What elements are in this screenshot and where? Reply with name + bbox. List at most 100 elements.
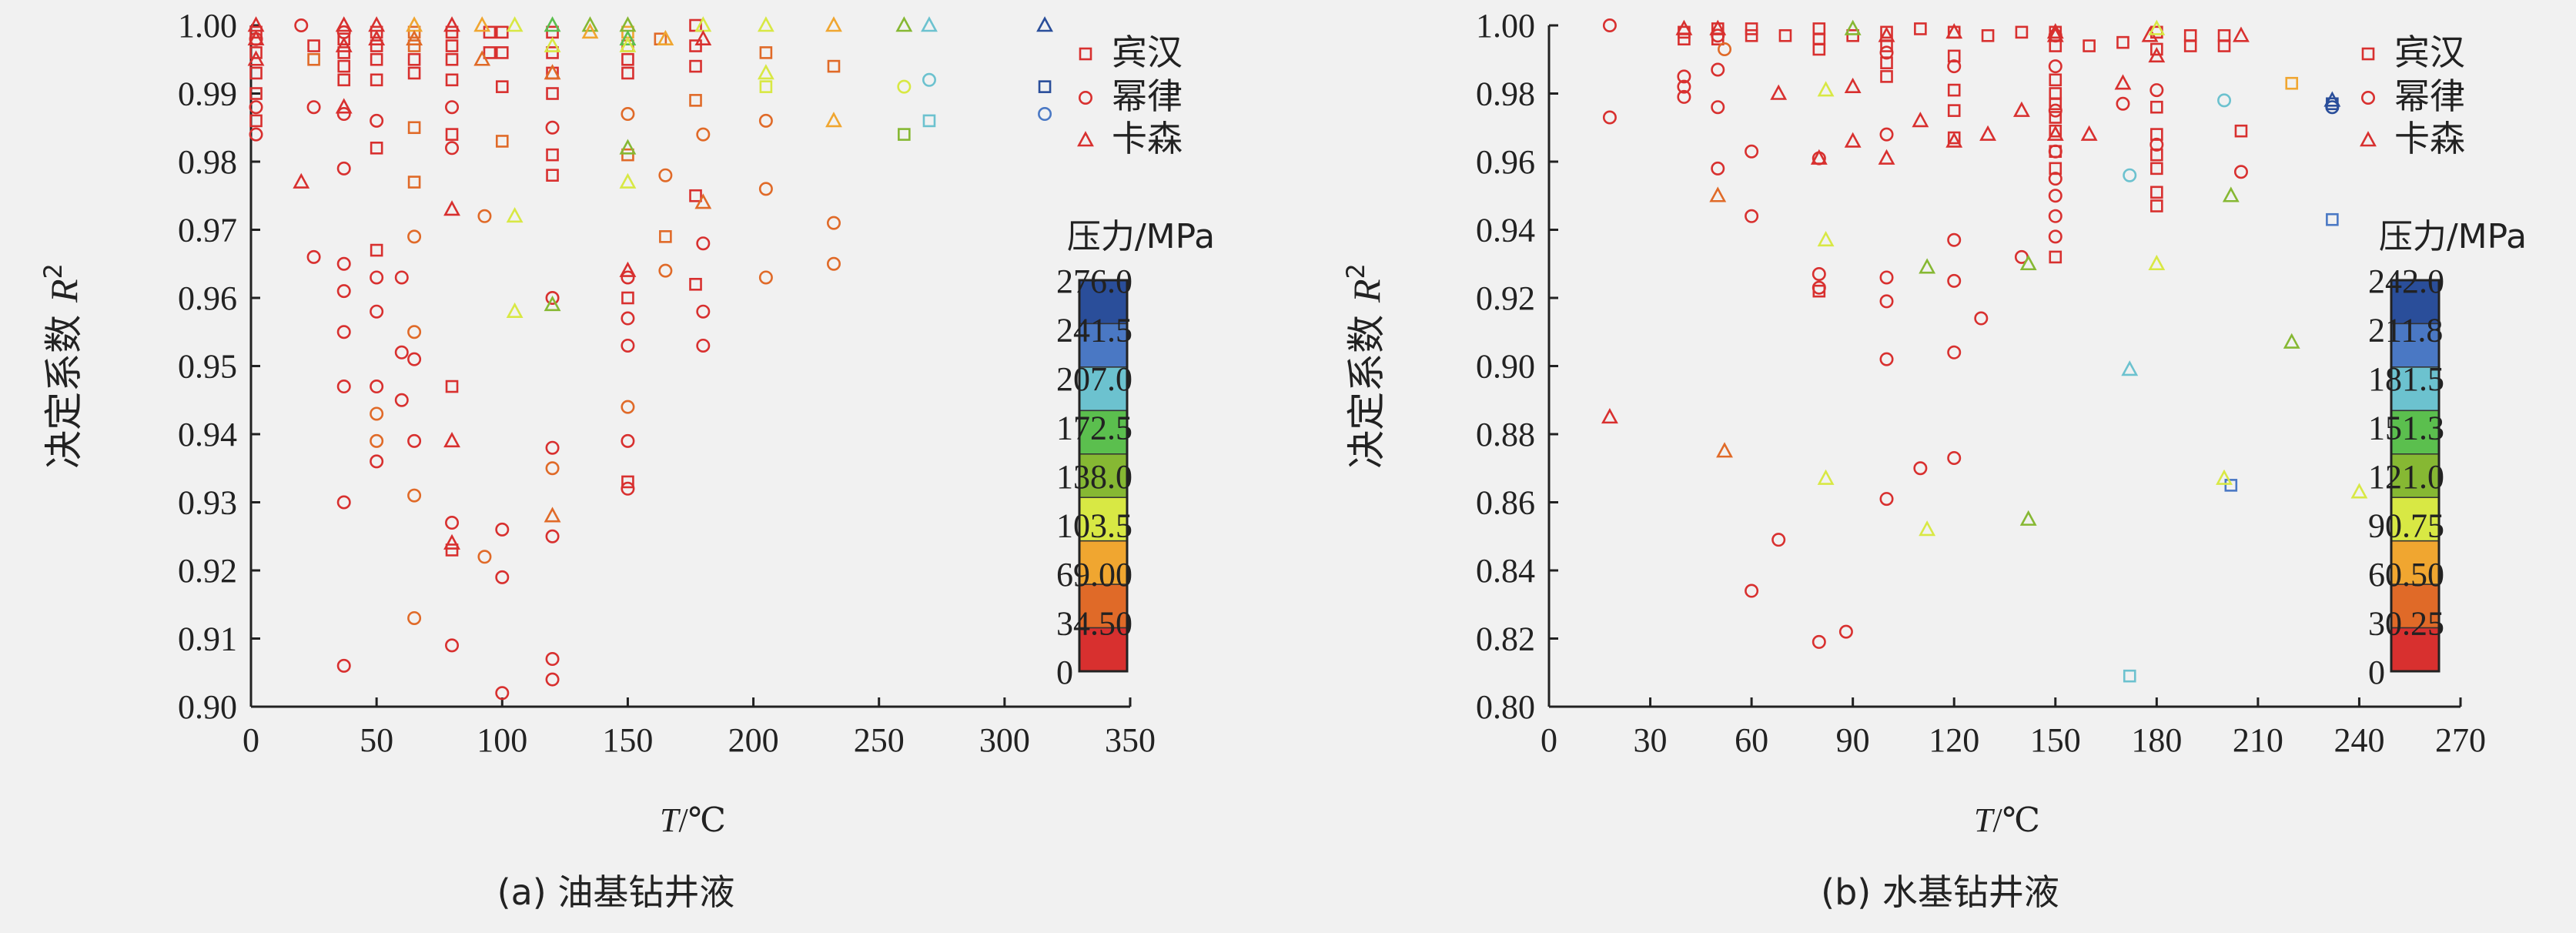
colorbar-label: 34.50 [1056, 605, 1132, 643]
data-point [2216, 469, 2233, 485]
data-point [621, 52, 634, 66]
data-point [922, 114, 936, 128]
data-point [2048, 209, 2062, 223]
legend-entry: 宾汉 [2361, 32, 2465, 73]
data-point [1879, 352, 1894, 366]
data-point [544, 296, 561, 312]
data-point [2183, 39, 2197, 52]
data-point [1879, 127, 1894, 142]
data-point [249, 66, 263, 80]
data-point [1711, 28, 1725, 43]
y-tick-label: 0.92 [178, 552, 237, 590]
data-point [1844, 77, 1862, 93]
colorbar-band [1079, 410, 1128, 455]
data-point [1709, 186, 1727, 202]
y-tick-label: 0.84 [1476, 552, 1535, 590]
legend-marker [2360, 131, 2377, 147]
data-point [2046, 26, 2064, 42]
data-point [2217, 39, 2231, 52]
data-point [336, 256, 351, 271]
data-point [657, 29, 674, 46]
data-point [2048, 172, 2062, 186]
data-point [545, 529, 560, 543]
data-point [336, 325, 351, 339]
data-point [758, 113, 773, 128]
data-point [249, 127, 263, 142]
data-point [1036, 16, 1053, 32]
data-point [473, 50, 491, 66]
data-point [825, 16, 842, 32]
legend-label: 宾汉 [1112, 32, 1183, 73]
data-point [689, 189, 702, 202]
colorbar-band [2390, 497, 2440, 542]
x-tick-label: 150 [2030, 721, 2081, 759]
data-point [337, 59, 351, 73]
data-point [758, 182, 773, 196]
data-point [544, 16, 561, 32]
data-point [2148, 254, 2166, 271]
y-tick-label: 0.98 [1476, 75, 1535, 113]
data-point [2350, 483, 2368, 499]
data-point [619, 29, 637, 46]
data-point [544, 507, 561, 523]
data-point [495, 522, 510, 537]
data-point [658, 168, 673, 182]
data-point [407, 610, 422, 625]
data-point [394, 393, 409, 407]
data-point [621, 270, 635, 285]
data-point [2046, 23, 2064, 39]
data-point [2015, 25, 2029, 39]
data-point [1947, 273, 1962, 288]
data-point [1678, 32, 1691, 46]
colorbar-band [2390, 410, 2440, 455]
data-point [1601, 408, 1618, 424]
data-point [335, 16, 353, 32]
data-point [1677, 69, 1691, 84]
data-point [2048, 103, 2062, 118]
y-tick-label: 1.00 [178, 7, 237, 45]
colorbar-title: 压力/MPa [1067, 217, 1215, 256]
data-point [546, 46, 559, 59]
data-point [407, 433, 422, 448]
data-point [370, 52, 383, 66]
data-point [445, 141, 460, 156]
data-point [2049, 87, 2062, 100]
data-point [1838, 624, 1853, 639]
data-point [1878, 26, 1895, 42]
data-point [2234, 124, 2248, 138]
data-point [2048, 189, 2062, 203]
data-point [407, 25, 421, 39]
data-point [445, 380, 459, 393]
colorbar-label: 242.0 [2368, 263, 2444, 300]
data-point [368, 29, 386, 46]
data-point [757, 64, 774, 80]
data-point [1817, 469, 1835, 485]
colorbar-label: 69.00 [1056, 556, 1132, 594]
legend-entry: 卡森 [2360, 118, 2465, 159]
legend-marker [1077, 131, 1094, 147]
y-tick-label: 0.95 [178, 348, 237, 386]
data-point [544, 64, 561, 80]
data-point [825, 112, 842, 128]
x-tick-label: 300 [979, 721, 1030, 759]
data-point [546, 25, 559, 39]
data-point [1979, 125, 1997, 141]
data-point [621, 148, 634, 162]
data-point [826, 256, 841, 271]
data-point [445, 638, 460, 653]
data-point [2150, 186, 2163, 199]
data-point [546, 87, 559, 100]
x-tick-label: 250 [854, 721, 905, 759]
data-point [1771, 533, 1786, 547]
data-point [407, 229, 422, 244]
data-point [619, 261, 637, 277]
data-point [249, 100, 263, 115]
data-point [406, 16, 423, 32]
data-point [1817, 230, 1835, 247]
data-point [1919, 520, 1936, 537]
data-point [445, 543, 459, 557]
data-point [495, 686, 510, 701]
data-point [1846, 28, 1859, 42]
data-point [1817, 81, 1835, 97]
